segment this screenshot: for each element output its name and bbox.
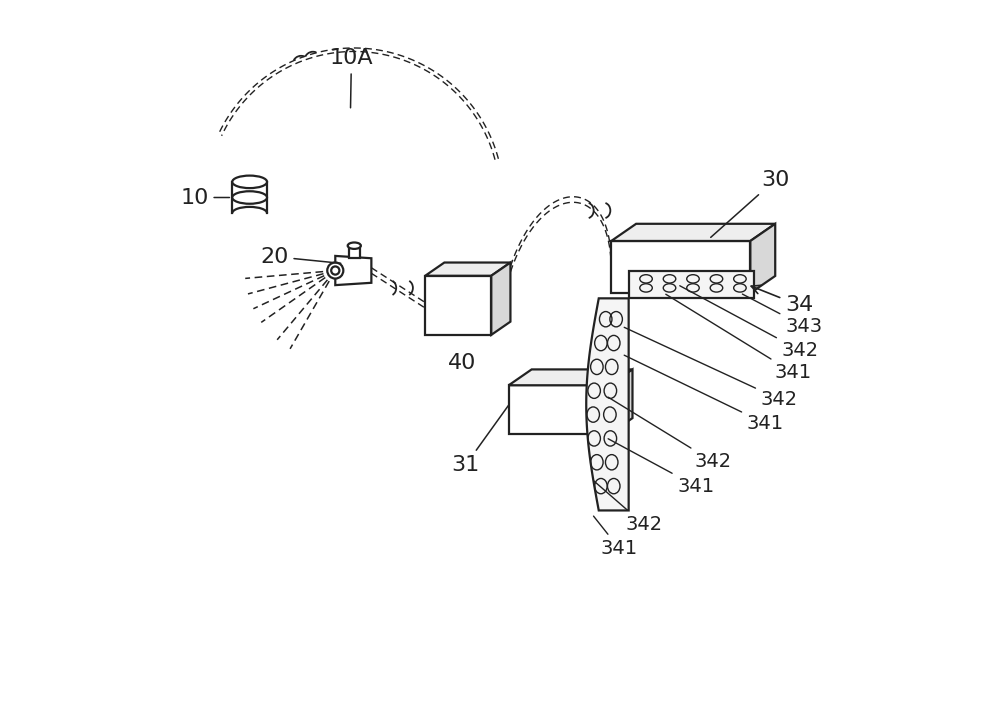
Polygon shape	[509, 369, 632, 386]
Text: 342: 342	[624, 327, 798, 409]
Polygon shape	[509, 386, 610, 434]
Polygon shape	[491, 263, 510, 335]
Text: 31: 31	[451, 405, 509, 475]
Polygon shape	[425, 275, 491, 335]
Text: 10A: 10A	[330, 48, 373, 108]
Text: 341: 341	[624, 355, 784, 433]
Ellipse shape	[232, 175, 267, 188]
Ellipse shape	[232, 191, 267, 204]
Polygon shape	[611, 241, 750, 293]
Polygon shape	[610, 369, 632, 434]
Text: 343: 343	[742, 294, 822, 336]
Ellipse shape	[348, 243, 361, 249]
Polygon shape	[629, 271, 754, 299]
Polygon shape	[425, 263, 510, 275]
Polygon shape	[349, 245, 360, 258]
Polygon shape	[586, 299, 629, 510]
Text: 341: 341	[608, 439, 714, 496]
Text: 20: 20	[260, 247, 341, 266]
Text: 10: 10	[180, 187, 229, 207]
Polygon shape	[335, 256, 371, 285]
Text: 341: 341	[594, 516, 638, 558]
Text: 341: 341	[666, 294, 812, 382]
Text: 30: 30	[711, 170, 789, 238]
Polygon shape	[611, 224, 775, 241]
Text: 40: 40	[448, 353, 476, 373]
Text: 34: 34	[751, 285, 813, 315]
Text: 342: 342	[594, 481, 662, 534]
Polygon shape	[750, 224, 775, 293]
Text: 342: 342	[680, 286, 819, 360]
Ellipse shape	[331, 266, 339, 275]
Text: 342: 342	[608, 397, 732, 471]
Ellipse shape	[327, 262, 343, 278]
